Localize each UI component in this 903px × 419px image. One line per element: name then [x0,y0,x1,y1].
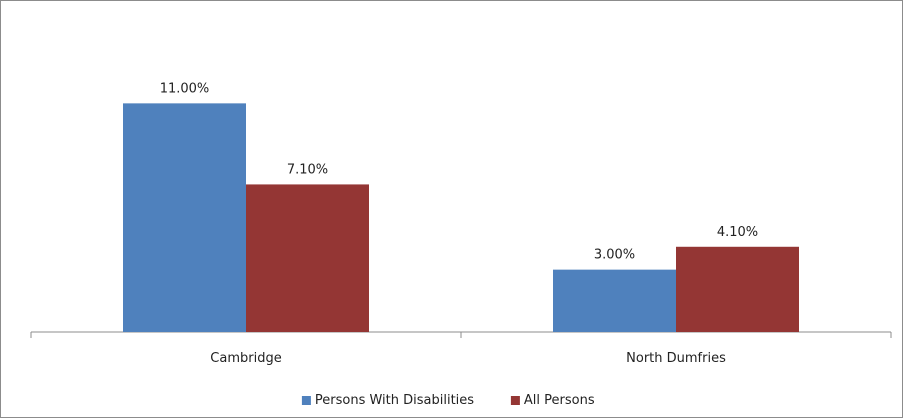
legend-swatch [510,396,520,405]
bar [246,184,369,332]
data-label: 7.10% [287,162,328,177]
legend-label: All Persons [524,393,595,408]
data-label: 11.00% [160,81,210,96]
bar [553,269,676,332]
data-label: 3.00% [594,248,635,263]
legend-label: Persons With Disabilities [315,393,474,408]
legend-swatch [301,396,311,405]
category-label: Cambridge [210,351,281,366]
category-label: North Dumfries [626,351,726,366]
bar [123,103,246,332]
bar [676,246,799,332]
data-label: 4.10% [717,225,758,240]
